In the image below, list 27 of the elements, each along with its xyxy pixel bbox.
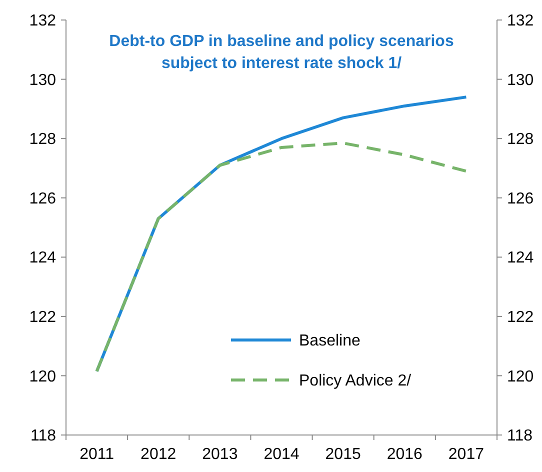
y2-tick-label: 118	[507, 428, 533, 445]
y-tick-label: 120	[29, 368, 56, 386]
y-tick-label: 130	[29, 72, 56, 89]
y2-tick-label: 122	[507, 309, 534, 326]
y2-tick-label: 120	[507, 368, 534, 386]
y-tick-label: 124	[29, 250, 56, 267]
x-tick-label: 2015	[325, 446, 361, 463]
x-tick-label: 2016	[386, 446, 423, 463]
x-tick-label: 2017	[448, 446, 484, 463]
y2-tick-label: 126	[507, 190, 534, 208]
x-tick-label: 2011	[80, 446, 114, 463]
legend-label: Baseline	[299, 332, 360, 350]
legend-label: Policy Advice 2/	[299, 372, 412, 390]
y-tick-label: 126	[29, 190, 56, 208]
text: Debt-to GDP in baseline and policy scenarios subject to interest rate shock 1/	[109, 33, 454, 72]
x-tick-label: 2013	[202, 446, 238, 463]
y-tick-label: 118	[30, 428, 56, 445]
y2-tick-label: 130	[507, 72, 534, 89]
y-tick-label: 128	[29, 131, 56, 148]
x-tick-label: 2012	[140, 446, 176, 463]
y2-tick-label: 124	[507, 250, 534, 267]
y-tick-label: 132	[29, 12, 56, 30]
y-tick-label: 122	[29, 309, 56, 326]
y2-tick-label: 132	[507, 12, 534, 30]
line-series	[95, 142, 468, 373]
x-tick-label: 2014	[264, 446, 300, 463]
y2-tick-label: 128	[507, 131, 534, 148]
